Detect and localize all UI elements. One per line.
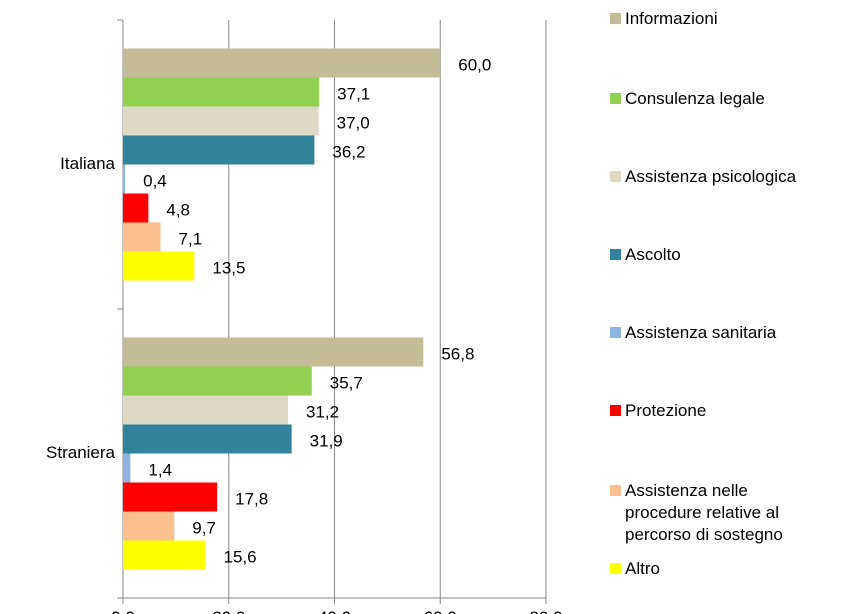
value-label: 13,5 [212,258,245,277]
legend-swatch [610,485,621,496]
bar [123,193,149,223]
legend-swatch [610,327,621,338]
legend-label: Assistenza nelle procedure relative al p… [625,481,783,544]
x-tick-label: 80,0 [529,608,562,614]
value-label: 17,8 [235,489,268,508]
value-label: 15,6 [223,547,256,566]
bar [123,164,126,194]
bar [123,135,315,165]
legend-item: Consulenza legale [610,88,850,110]
legend-label: Informazioni [625,9,718,28]
value-label: 1,4 [148,460,172,479]
bar [123,77,320,107]
legend-swatch [610,93,621,104]
legend-item: Assistenza nelle procedure relative al p… [610,480,850,546]
legend-item: Protezione [610,400,850,422]
x-tick-label: 20,0 [212,608,245,614]
bar [123,511,175,541]
value-label: 31,2 [306,402,339,421]
chart: 0,0 20,0 40,0 60,0 80,0 Italiana 60,0 37,1 37,0 3… [46,19,563,614]
value-label: 35,7 [330,373,363,392]
legend-item: Ascolto [610,244,850,266]
value-label: 0,4 [143,171,167,190]
x-tick-label: 60,0 [424,608,457,614]
category-label: Straniera [46,443,116,462]
legend-swatch [610,405,621,416]
legend-label: Assistenza psicologica [625,167,797,186]
value-label: 36,2 [332,142,365,161]
bar [123,337,424,367]
legend-swatch [610,563,621,574]
legend-item: Assistenza sanitaria [610,322,850,344]
value-label: 7,1 [179,229,203,248]
x-tick-label: 0,0 [111,608,135,614]
bar [123,48,441,78]
category-label: Italiana [60,154,115,173]
bar [123,366,312,396]
legend-label: Ascolto [625,245,681,264]
value-label: 9,7 [192,518,216,537]
bar [123,424,292,454]
value-label: 56,8 [441,344,474,363]
legend-swatch [610,171,621,182]
legend-swatch [610,13,621,24]
legend-label: Consulenza legale [625,89,765,108]
bar [123,106,319,136]
legend-label: Altro [625,559,660,578]
bar [123,395,288,425]
bar [123,222,161,252]
value-label: 37,1 [337,84,370,103]
legend-label: Protezione [625,401,707,420]
x-tick-label: 40,0 [318,608,351,614]
bar [123,251,195,281]
value-label: 60,0 [458,55,491,74]
value-label: 4,8 [166,200,190,219]
value-label: 31,9 [310,431,343,450]
bar [123,453,131,483]
legend-item: Informazioni [610,8,850,30]
value-label: 37,0 [337,113,370,132]
legend-item: Altro [610,558,850,580]
legend-item: Assistenza psicologica [610,166,850,188]
bar [123,540,206,570]
legend-swatch [610,249,621,260]
bar [123,482,218,512]
legend-label: Assistenza sanitaria [625,323,777,342]
